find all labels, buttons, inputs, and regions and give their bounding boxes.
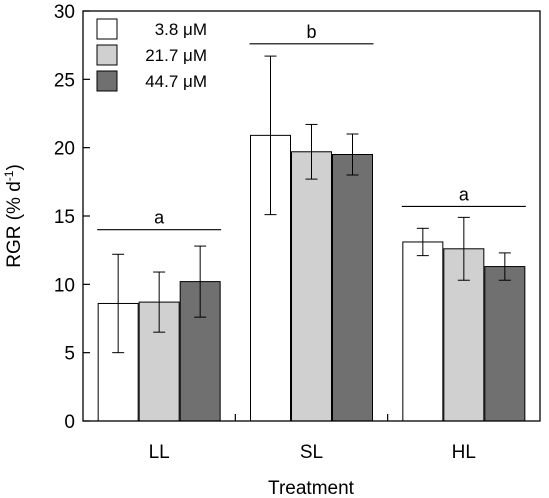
x-axis-title: Treatment — [268, 478, 355, 498]
y-tick-label: 15 — [54, 207, 75, 228]
axis-layer: 0 5 10 15 20 25 30 LL SL HL — [54, 2, 476, 463]
bar-sl-series-3 — [332, 154, 373, 422]
legend-label: 21.7 μM — [145, 46, 207, 65]
bar-sl-series-2 — [291, 151, 332, 422]
significance-label-ll: a — [154, 208, 165, 228]
y-axis-title: RGR (% d-1) — [2, 164, 25, 268]
y-tick-label: 5 — [64, 344, 75, 365]
error-bar-ll-series-2 — [153, 271, 166, 333]
x-tick-label-sl: SL — [300, 442, 323, 463]
significance-layer: a b a — [97, 22, 526, 231]
y-tick-label: 10 — [54, 275, 75, 296]
legend-item-series-1: 3.8 μM — [96, 18, 207, 40]
bar-hl-series-1 — [402, 241, 444, 422]
legend-item-series-2: 21.7 μM — [96, 44, 207, 66]
y-axis-title-tail: ) — [4, 164, 25, 170]
significance-label-hl: a — [459, 184, 470, 204]
error-bar-ll-series-3 — [194, 245, 207, 318]
y-tick-label: 30 — [54, 2, 75, 23]
bars-layer — [97, 134, 526, 422]
legend: 3.8 μM 21.7 μM 44.7 μM — [96, 18, 207, 92]
error-bar-sl-series-1 — [264, 55, 277, 216]
y-tick-label: 0 — [64, 412, 75, 433]
y-tick-label: 25 — [54, 70, 75, 91]
legend-swatch — [96, 44, 118, 66]
legend-label: 44.7 μM — [145, 72, 207, 91]
x-tick-label-ll: LL — [149, 442, 170, 463]
significance-label-sl: b — [306, 22, 316, 42]
y-axis-title-superscript: -1 — [2, 170, 16, 181]
error-bar-hl-series-3 — [498, 252, 511, 281]
error-bar-ll-series-1 — [112, 253, 125, 354]
error-bar-hl-series-1 — [416, 227, 429, 257]
y-tick-label: 20 — [54, 139, 75, 160]
y-axis-title-main: RGR (% d — [4, 181, 25, 268]
error-bar-sl-series-2 — [305, 123, 318, 180]
legend-label: 3.8 μM — [155, 20, 207, 39]
error-bar-hl-series-2 — [457, 216, 470, 281]
error-bars-layer — [112, 55, 511, 354]
legend-swatch — [96, 18, 118, 40]
legend-item-series-3: 44.7 μM — [96, 70, 207, 92]
error-bar-sl-series-3 — [346, 133, 359, 176]
bar-hl-series-3 — [484, 266, 526, 422]
x-tick-label-hl: HL — [452, 442, 476, 463]
legend-swatch — [96, 70, 118, 92]
